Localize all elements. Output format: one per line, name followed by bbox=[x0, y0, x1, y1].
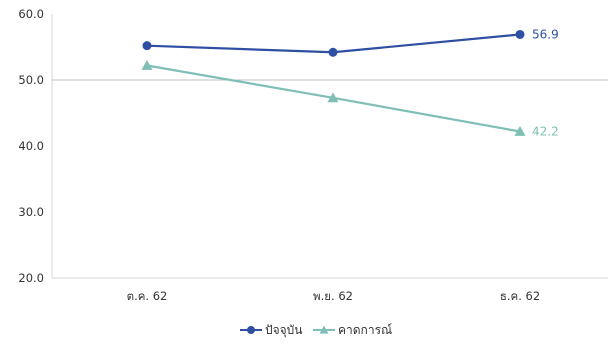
legend: ปัจจุบัน คาดการณ์ bbox=[240, 323, 392, 338]
series-1-point-0 bbox=[141, 59, 153, 70]
y-tick-label: 40.0 bbox=[18, 139, 44, 153]
x-tick-label: ธ.ค. 62 bbox=[500, 289, 540, 303]
series-0-point-2 bbox=[515, 29, 525, 39]
series-1-point-1 bbox=[327, 92, 339, 103]
series-0-point-0 bbox=[142, 41, 152, 51]
x-tick-label: ต.ค. 62 bbox=[127, 289, 168, 303]
data-labels: 56.9 42.2 bbox=[532, 27, 559, 138]
legend-item-forecast: คาดการณ์ bbox=[313, 323, 392, 337]
y-tick-labels: 20.0 30.0 40.0 50.0 60.0 bbox=[18, 7, 44, 285]
series-1-point-2 bbox=[514, 125, 526, 136]
legend-label-current: ปัจจุบัน bbox=[265, 323, 303, 338]
legend-label-forecast: คาดการณ์ bbox=[338, 323, 392, 337]
legend-item-current: ปัจจุบัน bbox=[240, 323, 303, 338]
y-tick-label: 50.0 bbox=[18, 73, 44, 87]
y-tick-label: 60.0 bbox=[18, 7, 44, 21]
axes bbox=[51, 14, 608, 279]
legend-marker-circle bbox=[247, 326, 255, 334]
legend-marker-triangle bbox=[319, 325, 329, 334]
series-0-point-1 bbox=[328, 47, 338, 57]
y-tick-label: 20.0 bbox=[18, 271, 44, 285]
y-tick-label: 30.0 bbox=[18, 205, 44, 219]
series-layer bbox=[141, 29, 526, 136]
data-label-series-1-last: 42.2 bbox=[532, 124, 559, 138]
x-tick-label: พ.ย. 62 bbox=[313, 289, 353, 303]
x-tick-labels: ต.ค. 62 พ.ย. 62 ธ.ค. 62 bbox=[127, 289, 541, 303]
data-label-series-0-last: 56.9 bbox=[532, 27, 559, 41]
